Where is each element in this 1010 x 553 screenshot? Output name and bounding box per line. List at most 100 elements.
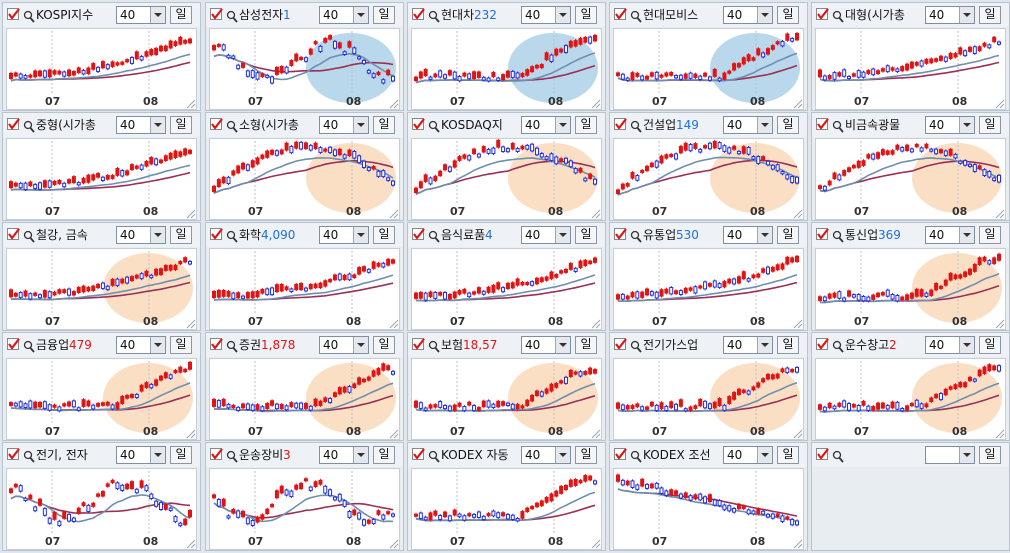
candlestick-chart[interactable]: 07 08	[815, 358, 1006, 440]
chart-panel[interactable]: 화학 4,090 40 일 07 08	[205, 222, 404, 331]
chart-panel[interactable]: 중형(시가총 40 일 07 08	[2, 112, 201, 221]
magnifier-icon[interactable]	[630, 228, 642, 243]
period-unit-button[interactable]: 일	[979, 226, 1001, 244]
magnifier-icon[interactable]	[832, 8, 844, 23]
checkbox-checked-icon[interactable]	[412, 338, 425, 350]
period-unit-button[interactable]: 일	[170, 446, 192, 464]
period-unit-button[interactable]: 일	[373, 226, 395, 244]
resize-grip-icon[interactable]	[387, 537, 399, 549]
candlestick-chart[interactable]: 07 08	[6, 138, 197, 220]
chart-panel[interactable]: 전기가스업 40 일 07 08	[609, 332, 808, 441]
period-unit-button[interactable]: 일	[373, 336, 395, 354]
period-select[interactable]: 40	[116, 6, 166, 24]
period-unit-button[interactable]: 일	[373, 116, 395, 134]
candlestick-chart[interactable]: 07 08	[613, 28, 804, 110]
resize-grip-icon[interactable]	[791, 537, 803, 549]
chart-panel[interactable]: 현대차 232 40 일 07 08	[407, 2, 606, 111]
period-select[interactable]: 40	[723, 336, 773, 354]
period-unit-button[interactable]: 일	[979, 116, 1001, 134]
period-select[interactable]: 40	[116, 446, 166, 464]
checkbox-checked-icon[interactable]	[412, 228, 425, 240]
checkbox-checked-icon[interactable]	[210, 338, 223, 350]
period-select[interactable]: 40	[723, 446, 773, 464]
period-select[interactable]: 40	[723, 6, 773, 24]
resize-grip-icon[interactable]	[387, 97, 399, 109]
magnifier-icon[interactable]	[630, 118, 642, 133]
resize-grip-icon[interactable]	[589, 317, 601, 329]
period-select[interactable]: 40	[319, 226, 369, 244]
checkbox-checked-icon[interactable]	[210, 8, 223, 20]
resize-grip-icon[interactable]	[184, 207, 196, 219]
resize-grip-icon[interactable]	[993, 207, 1005, 219]
chart-panel[interactable]: KODEX 조선 40 일 07 08	[609, 442, 808, 551]
period-select[interactable]: 40	[925, 336, 975, 354]
magnifier-icon[interactable]	[23, 338, 35, 353]
magnifier-icon[interactable]	[832, 338, 844, 353]
period-select[interactable]: 40	[723, 116, 773, 134]
checkbox-checked-icon[interactable]	[614, 338, 627, 350]
period-unit-button[interactable]: 일	[777, 336, 799, 354]
dropdown-arrow-icon[interactable]	[555, 447, 570, 463]
dropdown-arrow-icon[interactable]	[150, 227, 165, 243]
dropdown-arrow-icon[interactable]	[353, 227, 368, 243]
magnifier-icon[interactable]	[226, 8, 238, 23]
chart-panel[interactable]: 건설업 149 40 일 07 08	[609, 112, 808, 221]
chart-panel[interactable]: 보험 18,57 40 일 07 08	[407, 332, 606, 441]
period-unit-button[interactable]: 일	[170, 226, 192, 244]
period-select[interactable]: 40	[925, 116, 975, 134]
resize-grip-icon[interactable]	[589, 427, 601, 439]
period-unit-button[interactable]: 일	[170, 6, 192, 24]
chart-panel[interactable]: 금융업 479 40 일 07 08	[2, 332, 201, 441]
resize-grip-icon[interactable]	[387, 317, 399, 329]
checkbox-checked-icon[interactable]	[614, 118, 627, 130]
period-select[interactable]: 40	[925, 6, 975, 24]
period-unit-button[interactable]: 일	[777, 446, 799, 464]
resize-grip-icon[interactable]	[184, 537, 196, 549]
resize-grip-icon[interactable]	[387, 207, 399, 219]
dropdown-arrow-icon[interactable]	[150, 7, 165, 23]
period-unit-button[interactable]: 일	[373, 6, 395, 24]
checkbox-checked-icon[interactable]	[412, 448, 425, 460]
candlestick-chart[interactable]: 07 08	[613, 468, 804, 550]
chart-panel[interactable]: 전기, 전자 40 일 07 08	[2, 442, 201, 551]
checkbox-checked-icon[interactable]	[7, 118, 20, 130]
candlestick-chart[interactable]: 07 08	[209, 468, 400, 550]
candlestick-chart[interactable]: 07 08	[209, 138, 400, 220]
dropdown-arrow-icon[interactable]	[757, 227, 772, 243]
candlestick-chart[interactable]: 07 08	[411, 358, 602, 440]
magnifier-icon[interactable]	[832, 118, 844, 133]
candlestick-chart[interactable]: 07 08	[6, 28, 197, 110]
period-unit-button[interactable]: 일	[979, 446, 1001, 464]
magnifier-icon[interactable]	[832, 448, 844, 463]
chart-panel[interactable]: KOSPI지수 40 일 07 08	[2, 2, 201, 111]
period-select[interactable]: 40	[521, 6, 571, 24]
dropdown-arrow-icon[interactable]	[757, 117, 772, 133]
period-unit-button[interactable]: 일	[575, 336, 597, 354]
checkbox-checked-icon[interactable]	[7, 228, 20, 240]
period-unit-button[interactable]: 일	[979, 336, 1001, 354]
period-unit-button[interactable]: 일	[170, 336, 192, 354]
period-select[interactable]	[925, 446, 975, 464]
period-select[interactable]: 40	[319, 116, 369, 134]
chart-panel[interactable]: 음식료품 4 40 일 07 08	[407, 222, 606, 331]
checkbox-checked-icon[interactable]	[210, 448, 223, 460]
chart-panel[interactable]: 증권 1,878 40 일 07 08	[205, 332, 404, 441]
dropdown-arrow-icon[interactable]	[959, 7, 974, 23]
period-select[interactable]: 40	[116, 226, 166, 244]
dropdown-arrow-icon[interactable]	[555, 7, 570, 23]
checkbox-checked-icon[interactable]	[816, 448, 829, 460]
candlestick-chart[interactable]: 07 08	[6, 358, 197, 440]
candlestick-chart[interactable]: 07 08	[411, 468, 602, 550]
period-unit-button[interactable]: 일	[777, 6, 799, 24]
candlestick-chart[interactable]: 07 08	[411, 138, 602, 220]
magnifier-icon[interactable]	[226, 228, 238, 243]
dropdown-arrow-icon[interactable]	[959, 227, 974, 243]
chart-panel[interactable]: 비금속광물 40 일 07 08	[811, 112, 1010, 221]
magnifier-icon[interactable]	[630, 448, 642, 463]
period-select[interactable]: 40	[319, 6, 369, 24]
chart-panel[interactable]: KOSDAQ지 40 일 07 08	[407, 112, 606, 221]
checkbox-checked-icon[interactable]	[210, 228, 223, 240]
magnifier-icon[interactable]	[630, 8, 642, 23]
period-select[interactable]: 40	[116, 116, 166, 134]
resize-grip-icon[interactable]	[993, 317, 1005, 329]
